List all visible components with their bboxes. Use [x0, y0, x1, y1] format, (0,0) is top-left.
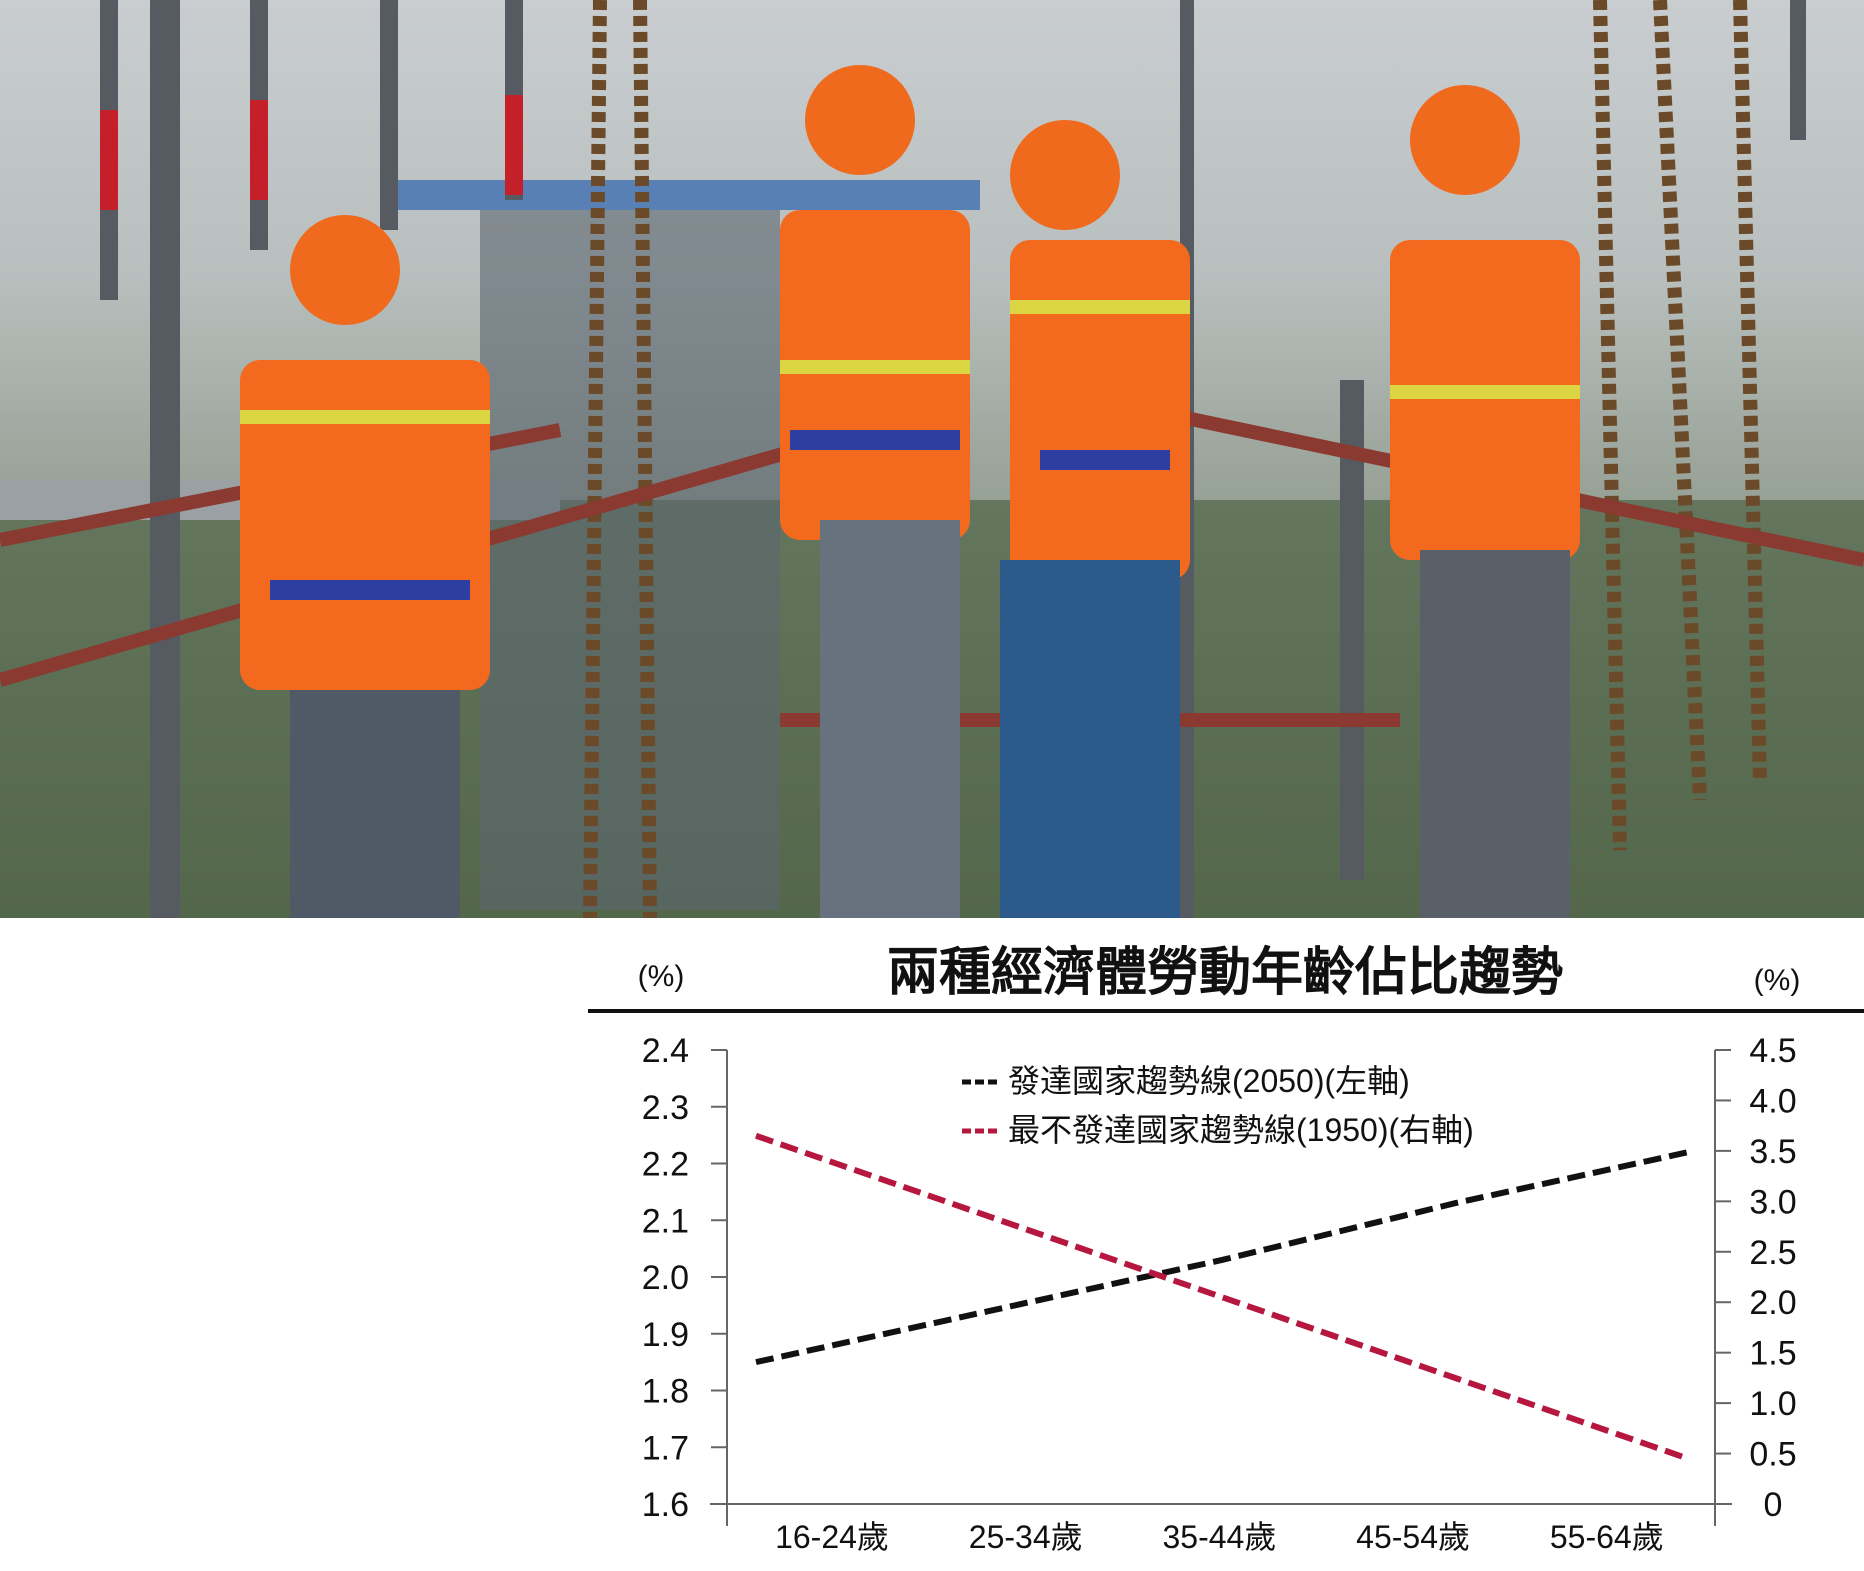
series-line-1 — [755, 1132, 1689, 1462]
chart-title: 兩種經濟體勞動年齡佔比趨勢 — [887, 944, 1563, 1002]
right-tick-label: 2.5 — [1749, 1234, 1796, 1272]
construction-workers-photo — [0, 0, 1864, 918]
x-tick-label: 55-64歲 — [1550, 1519, 1664, 1555]
left-tick-label: 2.1 — [642, 1202, 689, 1240]
right-tick-label: 4.0 — [1749, 1082, 1796, 1120]
left-tick-label: 1.9 — [642, 1316, 689, 1354]
photo-illustration — [0, 0, 1864, 918]
right-tick-label: 0 — [1764, 1486, 1783, 1524]
left-tick-label: 2.2 — [642, 1146, 689, 1184]
left-axis-unit: (%) — [638, 960, 685, 993]
right-tick-label: 3.5 — [1749, 1133, 1796, 1171]
right-tick-label: 1.5 — [1749, 1335, 1796, 1373]
right-tick-label: 1.0 — [1749, 1385, 1796, 1423]
right-axis-unit: (%) — [1754, 964, 1801, 997]
left-tick-label: 1.6 — [642, 1486, 689, 1524]
x-tick-label: 35-44歲 — [1162, 1519, 1276, 1555]
x-tick-label: 45-54歲 — [1356, 1519, 1470, 1555]
x-tick-label: 16-24歲 — [775, 1519, 889, 1555]
left-tick-label: 2.4 — [642, 1032, 689, 1070]
left-tick-label: 2.3 — [642, 1089, 689, 1127]
left-tick-label: 2.0 — [642, 1259, 689, 1297]
x-tick-label: 25-34歲 — [969, 1519, 1083, 1555]
left-tick-label: 1.7 — [642, 1429, 689, 1467]
right-tick-label: 4.5 — [1749, 1032, 1796, 1070]
right-tick-label: 0.5 — [1749, 1436, 1796, 1474]
legend: 發達國家趨勢線(2050)(左軸) 最不發達國家趨勢線(1950)(右軸) — [962, 1063, 1474, 1148]
right-tick-label: 3.0 — [1749, 1183, 1796, 1221]
left-tick-label: 1.8 — [642, 1373, 689, 1411]
legend-label-developed: 發達國家趨勢線(2050)(左軸) — [1008, 1063, 1410, 1099]
right-tick-label: 2.0 — [1749, 1284, 1796, 1322]
legend-label-least-developed: 最不發達國家趨勢線(1950)(右軸) — [1008, 1112, 1474, 1148]
